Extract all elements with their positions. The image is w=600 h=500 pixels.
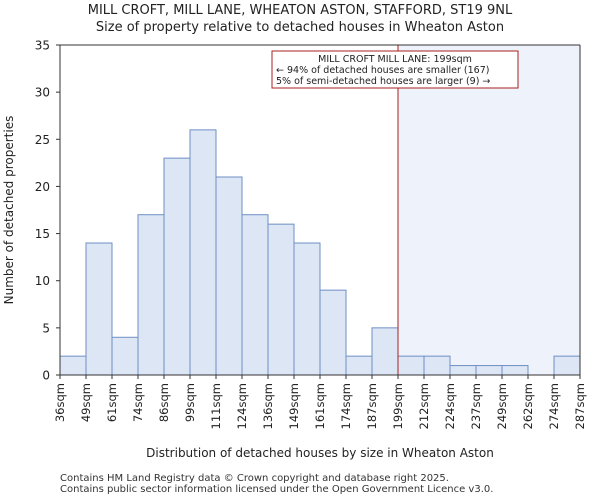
x-tick-label: 111sqm [209, 383, 223, 429]
bar-111sqm [215, 176, 243, 376]
x-tick-label: 199sqm [391, 383, 405, 429]
y-tick-label: 35 [35, 39, 50, 53]
x-tick-label: 174sqm [339, 383, 353, 429]
y-axis-label: Number of detached properties [2, 116, 16, 305]
x-tick-label: 124sqm [235, 383, 249, 429]
bar-61sqm [111, 336, 139, 376]
y-tick-label: 20 [35, 180, 50, 194]
x-tick-label: 61sqm [105, 383, 119, 422]
bar-49sqm [85, 242, 113, 376]
x-tick-label: 212sqm [417, 383, 431, 429]
x-tick-label: 262sqm [521, 383, 535, 429]
highlight-region [398, 45, 580, 375]
x-tick-label: 49sqm [79, 383, 93, 422]
footer-licence: Contains public sector information licen… [60, 484, 494, 495]
x-axis-label: Distribution of detached houses by size … [146, 446, 494, 460]
x-tick-label: 74sqm [131, 383, 145, 422]
x-tick-label: 36sqm [53, 383, 67, 422]
bar-124sqm [241, 214, 269, 376]
x-tick-label: 187sqm [365, 383, 379, 429]
bar-136sqm [267, 223, 295, 376]
y-tick-label: 10 [35, 274, 50, 288]
bar-161sqm [319, 289, 347, 376]
x-tick-label: 161sqm [313, 383, 327, 429]
annotation-box: MILL CROFT MILL LANE: 199sqm ← 94% of de… [271, 50, 519, 89]
annotation-line-2: ← 94% of detached houses are smaller (16… [276, 65, 489, 76]
x-tick-label: 237sqm [469, 383, 483, 429]
bar-249sqm [501, 365, 529, 376]
x-tick-label: 136sqm [261, 383, 275, 429]
x-tick-label: 249sqm [495, 383, 509, 429]
bar-174sqm [345, 355, 373, 376]
bar-212sqm [423, 355, 451, 376]
y-tick-label: 15 [35, 227, 50, 241]
bar-274sqm [553, 355, 581, 376]
x-tick-label: 224sqm [443, 383, 457, 429]
x-tick-label: 149sqm [287, 383, 301, 429]
x-tick-label: 274sqm [547, 383, 561, 429]
bar-99sqm [189, 129, 217, 376]
x-tick-label: 287sqm [573, 383, 587, 429]
footer-copyright: Contains HM Land Registry data © Crown c… [60, 473, 449, 484]
chart-title: MILL CROFT, MILL LANE, WHEATON ASTON, ST… [87, 3, 513, 18]
bar-237sqm [475, 365, 503, 376]
bar-74sqm [137, 214, 165, 376]
y-tick-label: 5 [42, 321, 50, 335]
bar-36sqm [59, 355, 87, 376]
annotation-line-1: MILL CROFT MILL LANE: 199sqm [318, 54, 472, 65]
bar-86sqm [163, 157, 191, 376]
y-tick-label: 25 [35, 133, 50, 147]
bar-149sqm [293, 242, 321, 376]
bar-199sqm [397, 355, 425, 376]
bar-187sqm [371, 327, 399, 376]
x-tick-label: 86sqm [157, 383, 171, 422]
bar-224sqm [449, 365, 477, 376]
y-tick-label: 0 [42, 369, 50, 383]
y-tick-label: 30 [35, 86, 50, 100]
x-tick-label: 99sqm [183, 383, 197, 422]
bar-chart: 0 5 10 15 20 25 30 35 36sqm 49sqm 61sqm 74sqm 86sqm… [2, 39, 587, 461]
chart-subtitle: Size of property relative to detached ho… [95, 20, 505, 35]
annotation-line-3: 5% of semi-detached houses are larger (9… [276, 76, 490, 87]
